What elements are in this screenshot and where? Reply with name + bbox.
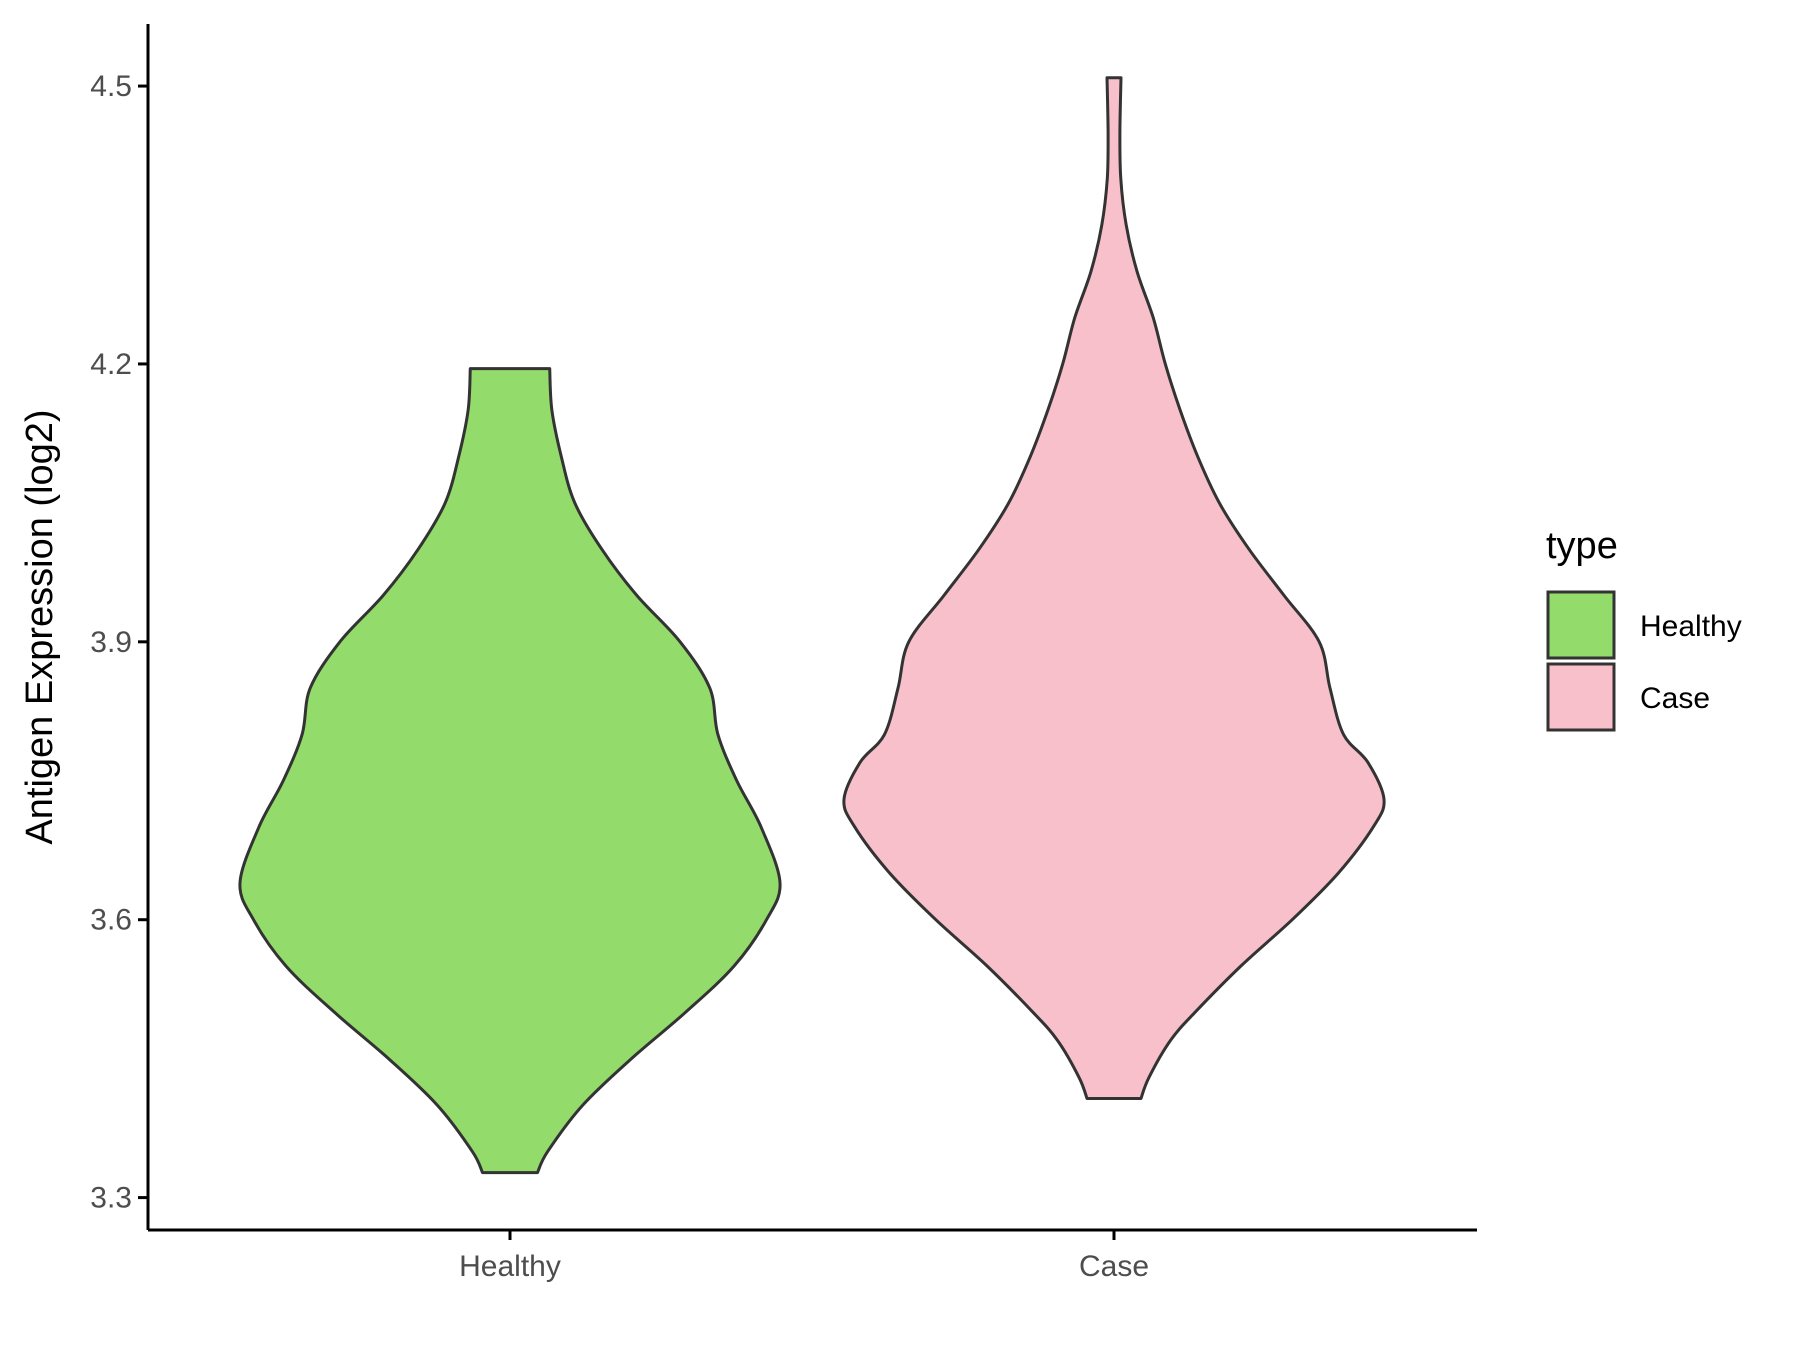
y-tick-label: 3.9	[90, 626, 132, 659]
legend-swatch-case	[1546, 662, 1616, 732]
legend-label: Healthy	[1640, 610, 1742, 643]
x-ticks: Healthy Case	[459, 1230, 1149, 1283]
y-axis-title: Antigen Expression (log2)	[19, 409, 61, 844]
legend-label: Case	[1640, 682, 1710, 715]
y-tick-label: 4.5	[90, 70, 132, 103]
y-tick-label: 3.6	[90, 904, 132, 937]
violin-healthy	[238, 367, 782, 1175]
x-tick-label: Case	[1079, 1250, 1149, 1283]
legend: type Healthy Case	[1546, 525, 1742, 732]
violin-case	[842, 76, 1386, 1100]
y-tick-label: 3.3	[90, 1182, 132, 1215]
violin-layer	[238, 76, 1386, 1175]
axes-layer: 3.3 3.6 3.9 4.2 4.5 Healthy Case Antigen Expr…	[19, 24, 1477, 1283]
x-tick-label: Healthy	[459, 1250, 561, 1283]
legend-swatch-healthy	[1546, 590, 1616, 660]
y-tick-label: 4.2	[90, 348, 132, 381]
legend-title: type	[1546, 525, 1618, 567]
y-ticks: 3.3 3.6 3.9 4.2 4.5	[90, 70, 148, 1215]
